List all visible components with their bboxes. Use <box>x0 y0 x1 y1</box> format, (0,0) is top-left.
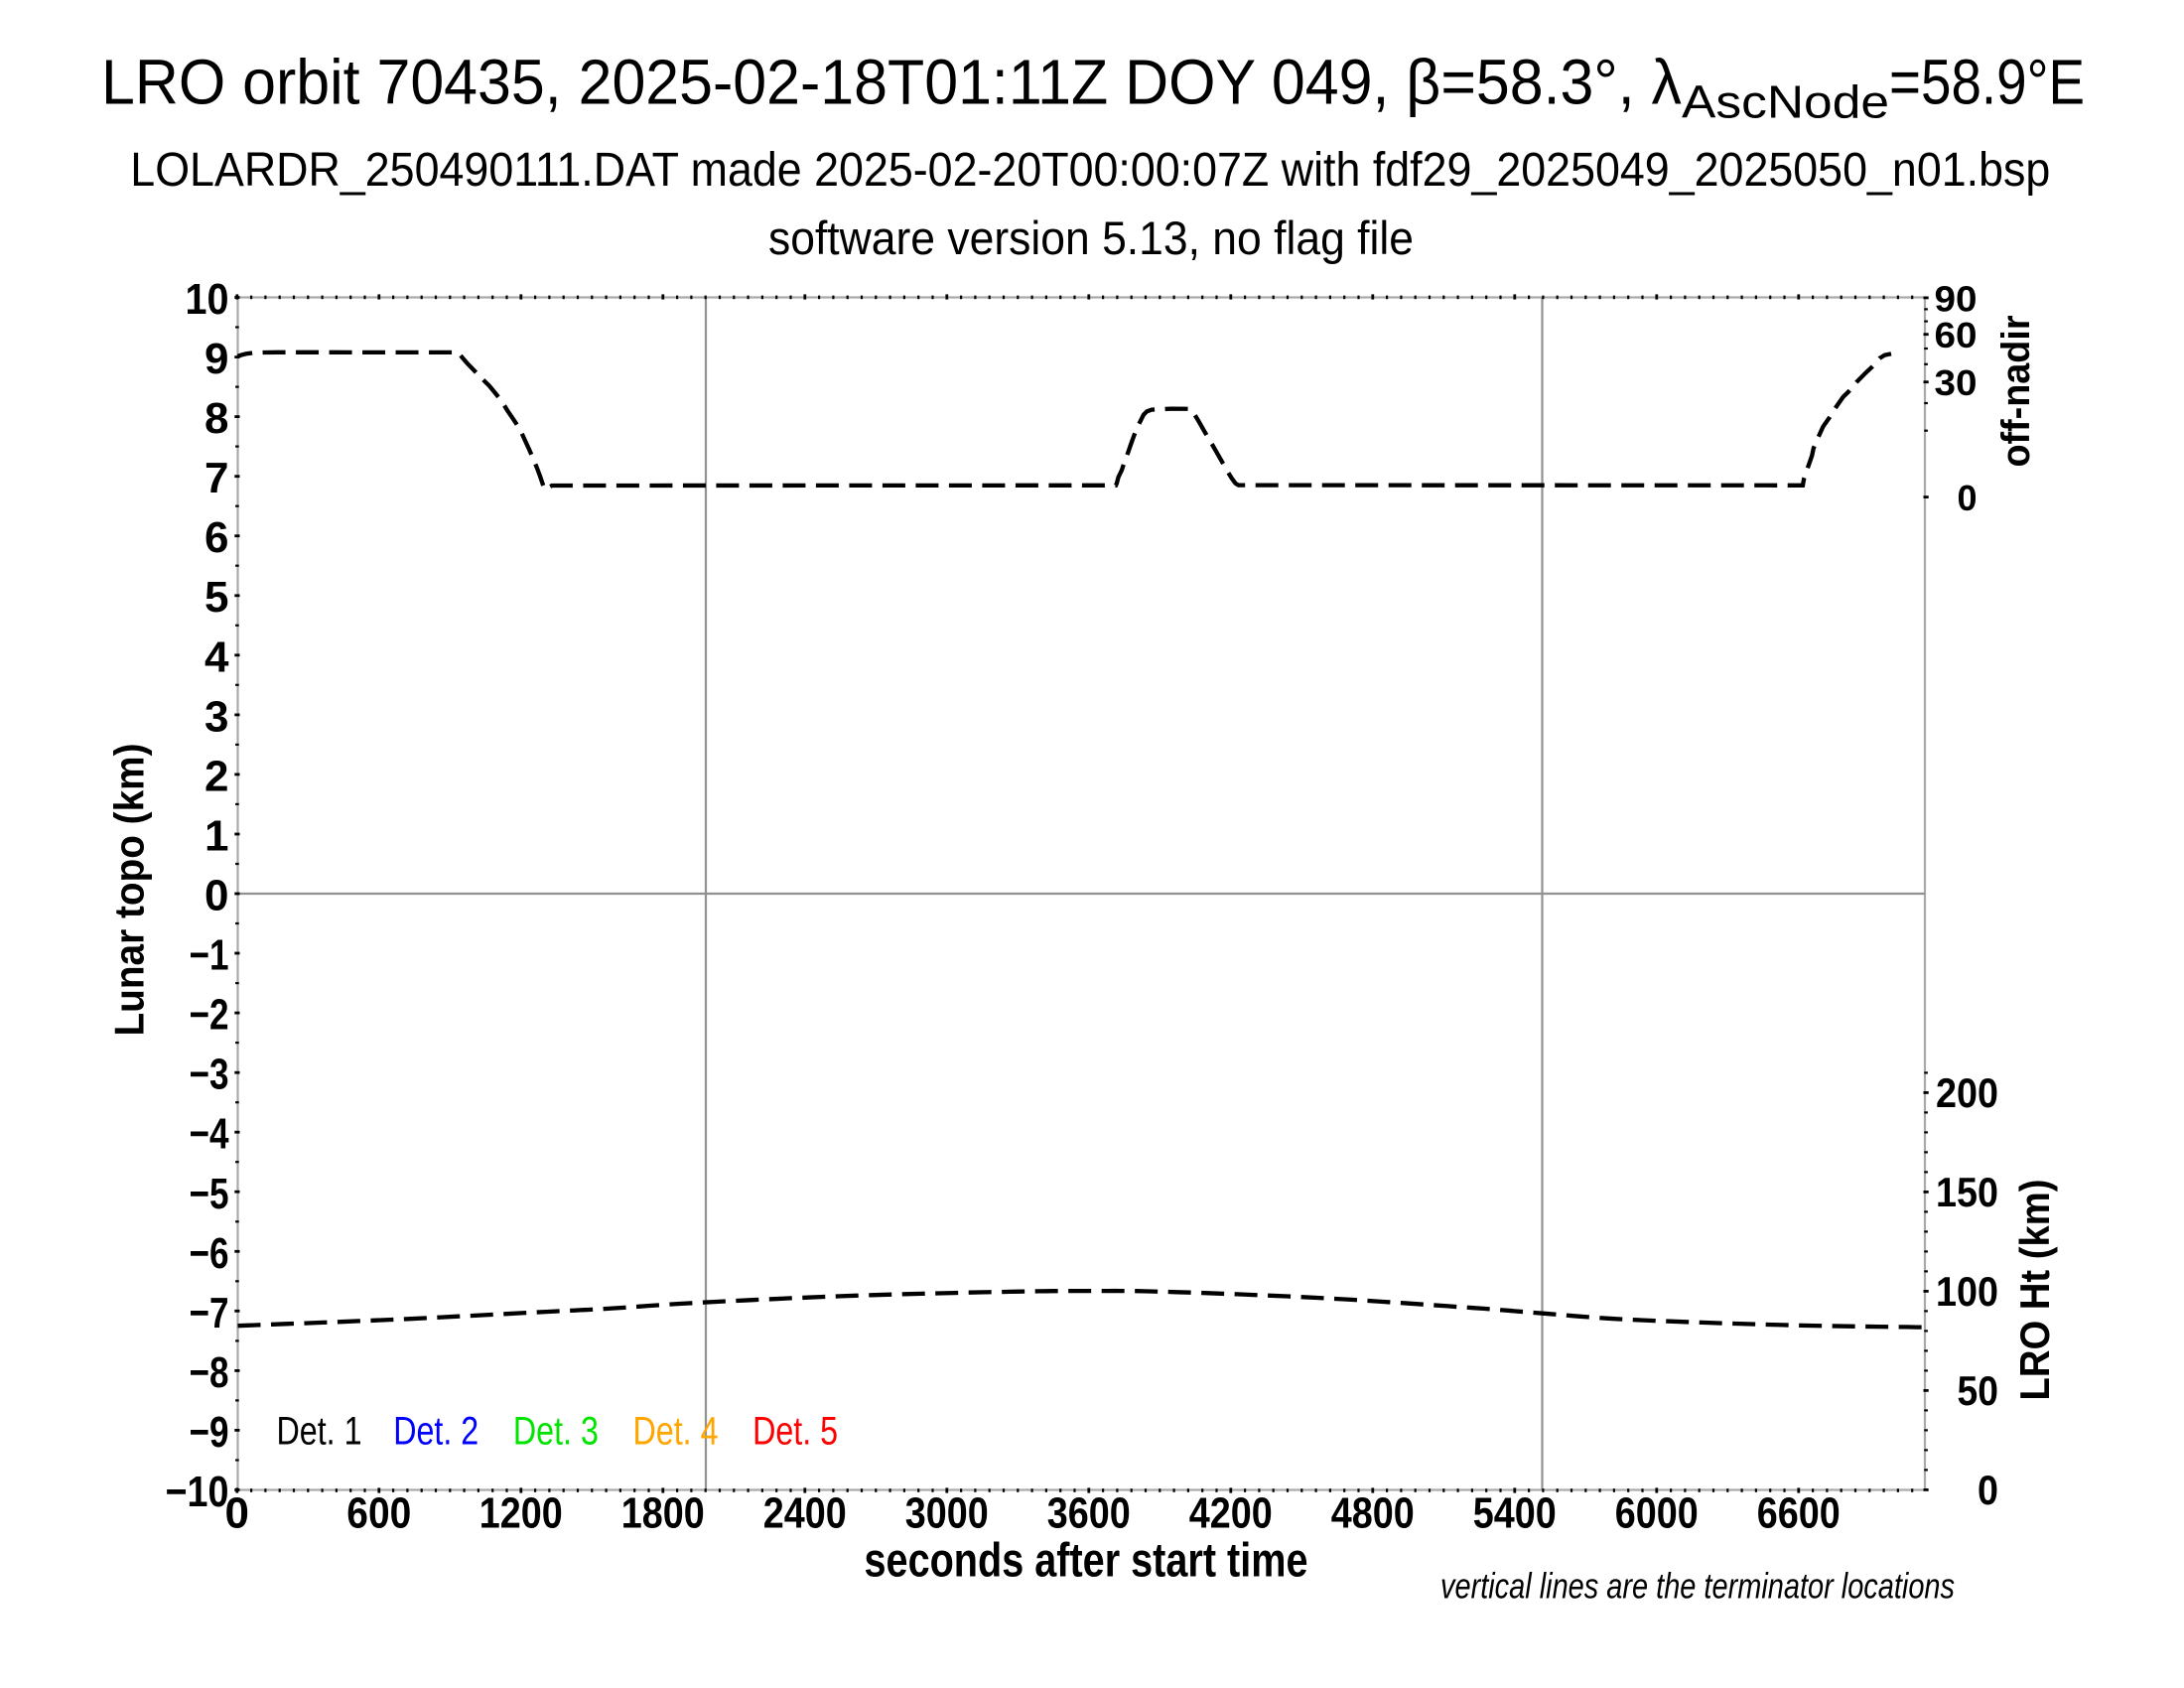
svg-text:−5: −5 <box>190 1170 229 1218</box>
svg-text:1800: 1800 <box>621 1489 705 1538</box>
svg-text:30: 30 <box>1935 362 1978 403</box>
svg-text:90: 90 <box>1935 278 1978 319</box>
svg-text:9: 9 <box>205 335 228 383</box>
svg-text:AscNode: AscNode <box>1682 75 1889 127</box>
svg-text:LOLARDR_250490111.DAT made 202: LOLARDR_250490111.DAT made 2025-02-20T00… <box>130 144 2050 197</box>
svg-text:1200: 1200 <box>479 1489 563 1538</box>
svg-text:3: 3 <box>205 692 228 741</box>
svg-text:−4: −4 <box>190 1110 229 1159</box>
svg-text:−10: −10 <box>166 1468 229 1516</box>
svg-text:Lunar topo (km): Lunar topo (km) <box>106 744 153 1037</box>
svg-text:60: 60 <box>1935 315 1978 355</box>
svg-text:Det. 2: Det. 2 <box>393 1410 478 1454</box>
svg-text:=58.9°E: =58.9°E <box>1889 47 2085 118</box>
svg-text:4200: 4200 <box>1189 1489 1273 1538</box>
svg-text:−3: −3 <box>190 1051 229 1099</box>
svg-text:150: 150 <box>1936 1169 1998 1215</box>
svg-text:7: 7 <box>205 454 228 502</box>
svg-text:Det. 4: Det. 4 <box>633 1410 719 1454</box>
svg-text:2: 2 <box>205 752 228 800</box>
svg-text:100: 100 <box>1936 1268 1998 1315</box>
svg-text:−7: −7 <box>190 1289 229 1337</box>
svg-text:LRO orbit 70435, 2025-02-18T01: LRO orbit 70435, 2025-02-18T01:11Z DOY 0… <box>101 47 1682 118</box>
svg-text:Det. 5: Det. 5 <box>752 1410 838 1454</box>
svg-text:−1: −1 <box>190 931 229 980</box>
svg-text:off-nadir: off-nadir <box>1994 316 2038 468</box>
svg-text:5400: 5400 <box>1473 1489 1557 1538</box>
svg-text:0: 0 <box>1978 1467 1998 1513</box>
svg-text:6: 6 <box>205 513 228 562</box>
svg-text:−8: −8 <box>190 1348 229 1397</box>
svg-text:0: 0 <box>205 872 228 920</box>
svg-text:5: 5 <box>205 573 228 622</box>
svg-text:8: 8 <box>205 394 228 443</box>
svg-text:10: 10 <box>186 275 229 324</box>
svg-text:0: 0 <box>225 1489 249 1538</box>
svg-text:−6: −6 <box>190 1229 229 1278</box>
svg-text:6000: 6000 <box>1615 1489 1699 1538</box>
svg-text:2400: 2400 <box>763 1489 847 1538</box>
svg-text:4: 4 <box>205 633 229 681</box>
svg-text:6600: 6600 <box>1757 1489 1841 1538</box>
svg-text:600: 600 <box>346 1489 411 1538</box>
svg-text:LRO Ht (km): LRO Ht (km) <box>2011 1180 2058 1401</box>
svg-text:4800: 4800 <box>1331 1489 1415 1538</box>
svg-text:Det. 3: Det. 3 <box>513 1410 599 1454</box>
svg-text:0: 0 <box>1957 478 1977 518</box>
svg-text:software version 5.13, no flag: software version 5.13, no flag file <box>768 211 1414 264</box>
svg-text:Det. 1: Det. 1 <box>277 1410 362 1454</box>
svg-text:3600: 3600 <box>1047 1489 1131 1538</box>
svg-text:−2: −2 <box>190 991 229 1040</box>
svg-text:200: 200 <box>1936 1069 1998 1116</box>
svg-text:50: 50 <box>1958 1367 1999 1414</box>
svg-text:vertical lines are the termina: vertical lines are the terminator locati… <box>1440 1565 1955 1606</box>
svg-text:3000: 3000 <box>905 1489 989 1538</box>
svg-text:seconds after start time: seconds after start time <box>865 1535 1308 1588</box>
svg-text:−9: −9 <box>190 1408 229 1457</box>
svg-text:1: 1 <box>205 812 228 861</box>
